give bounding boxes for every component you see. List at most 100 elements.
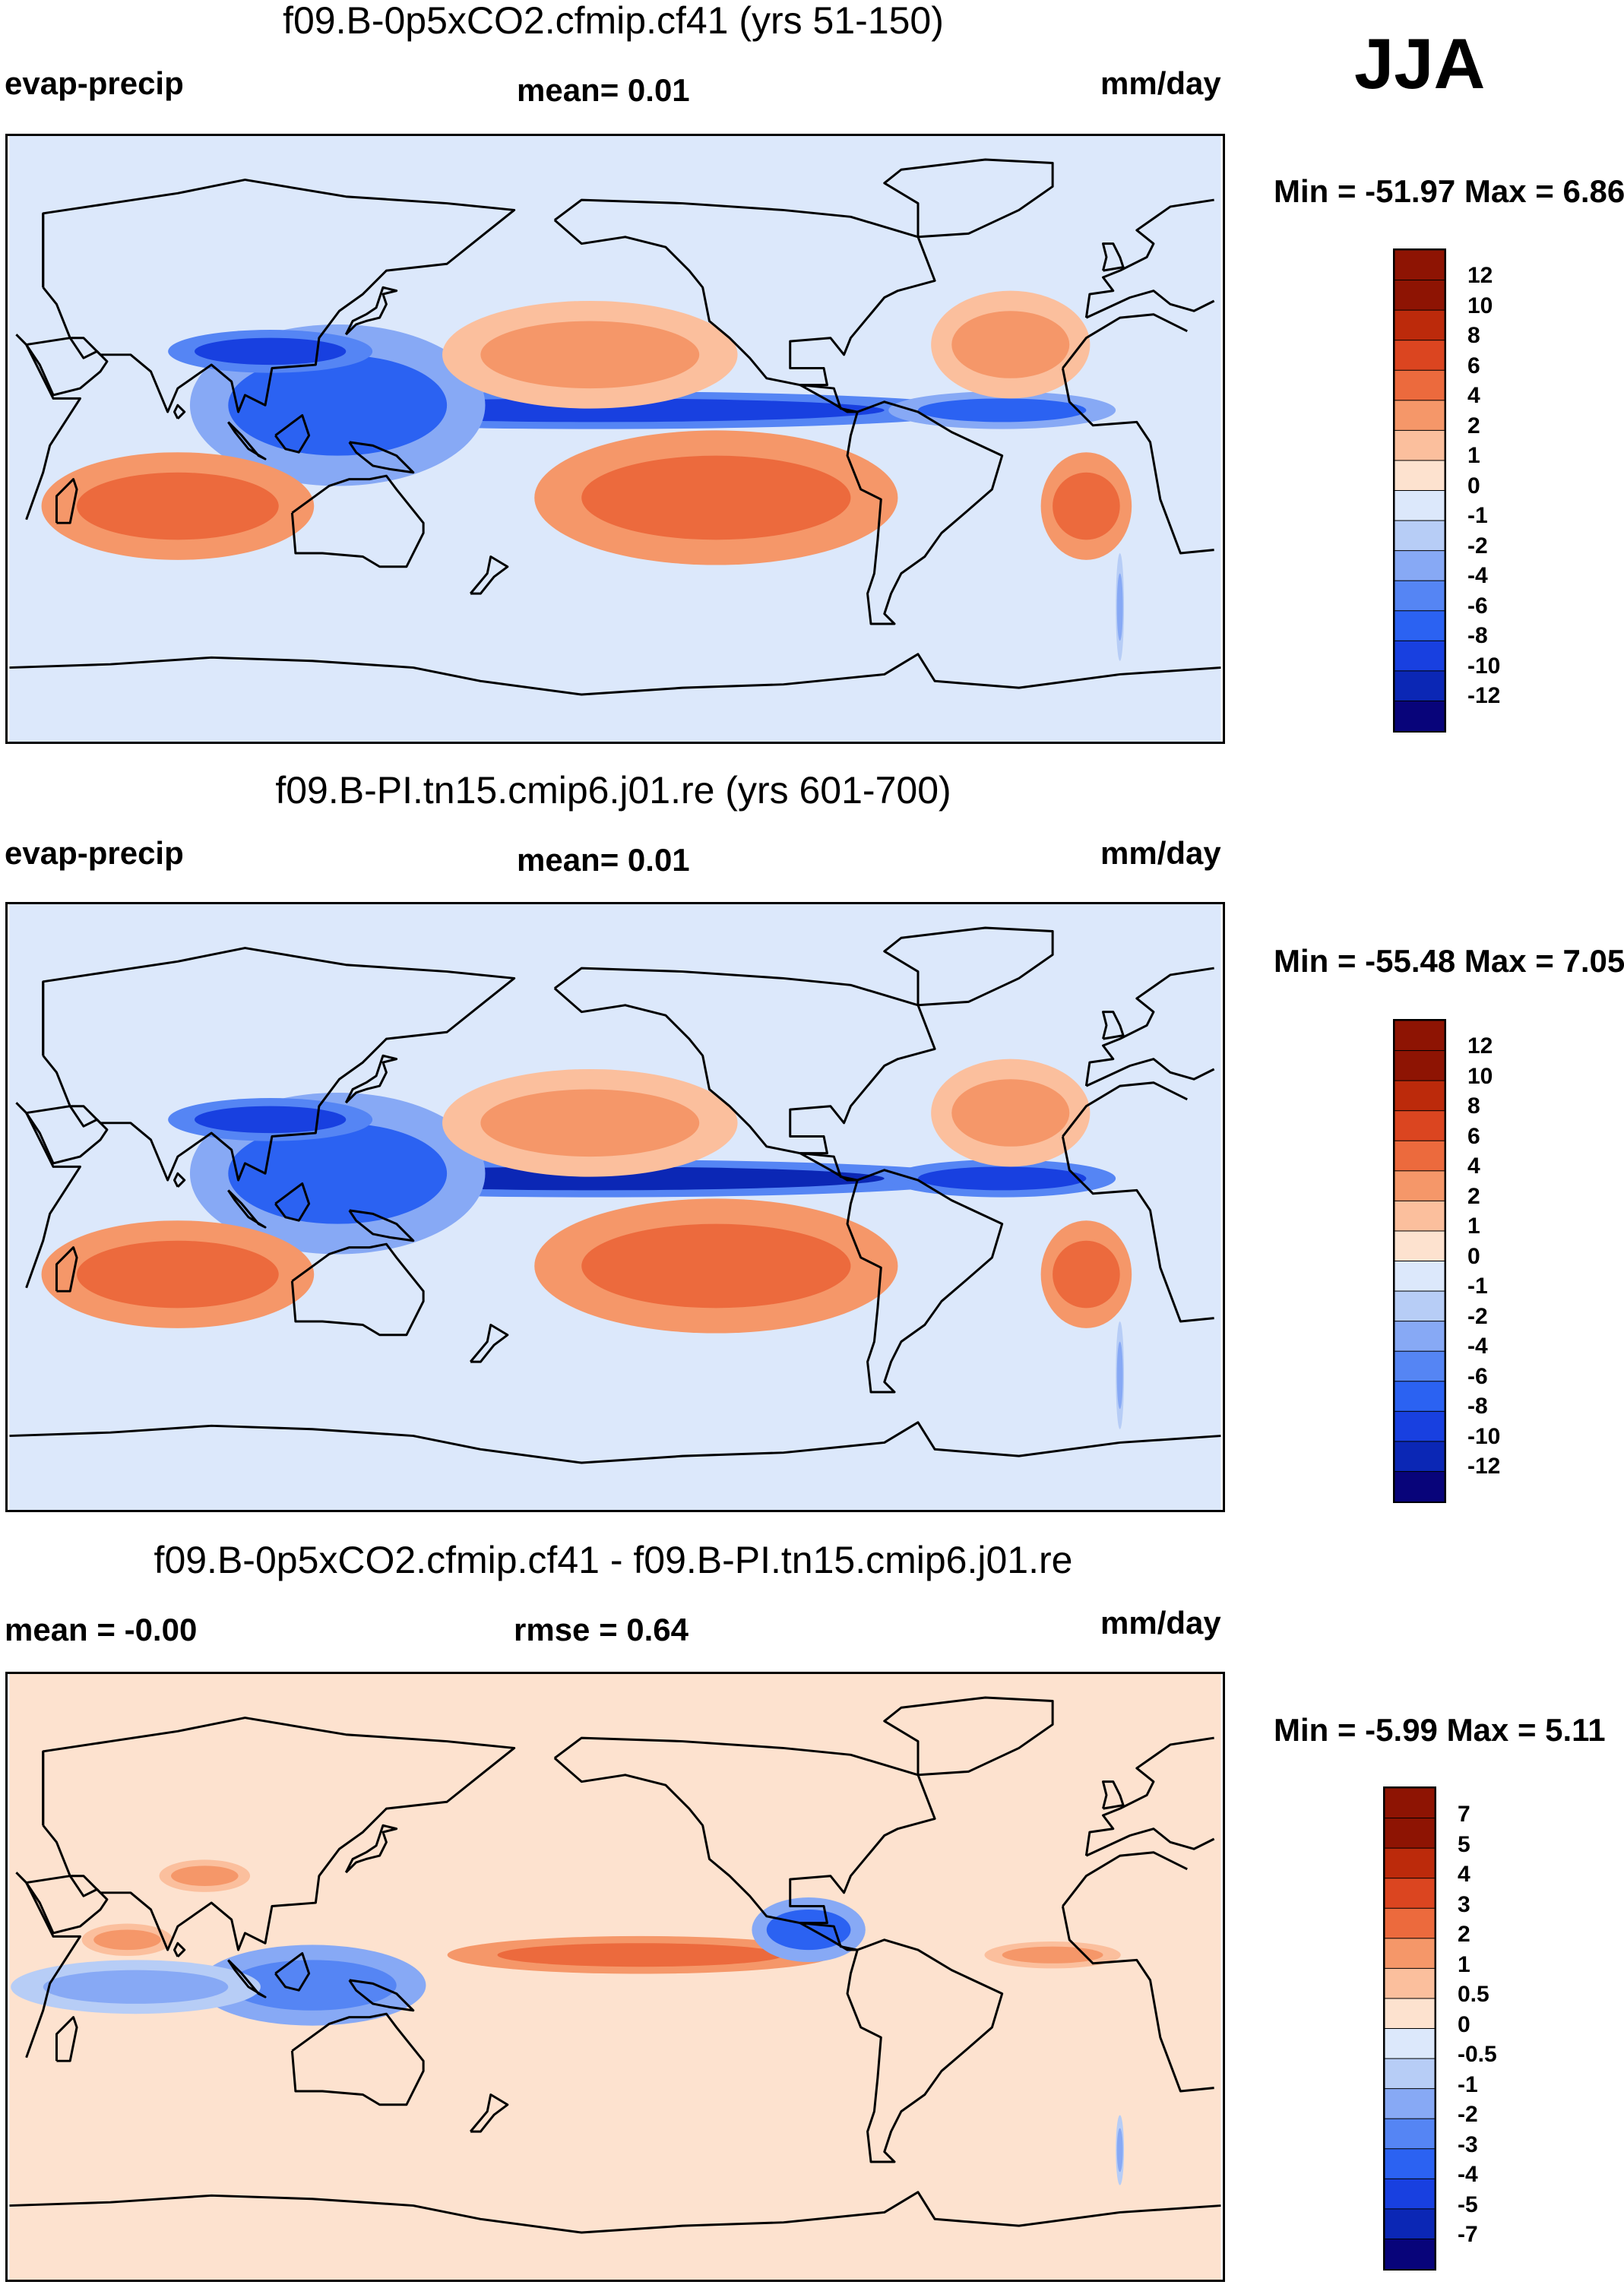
colorbar-box [1385, 1818, 1435, 1850]
coastline-sumatra [227, 1189, 267, 1229]
colorbar-box [1385, 1788, 1435, 1819]
coastline-europe [1084, 1736, 1214, 1856]
coastline-africa [1062, 1081, 1188, 1138]
coastline-madagascar [55, 478, 78, 524]
colorbar-tick-label: 12 [1467, 1033, 1493, 1059]
coastline-antarctica [9, 2191, 1221, 2234]
coastline-india-sri [173, 1941, 186, 1957]
panel-2-title: f09.B-PI.tn15.cmip6.j01.re (yrs 601-700) [275, 769, 951, 812]
colorbar-box [1394, 460, 1445, 492]
colorbar-tick-label: -12 [1467, 1454, 1501, 1479]
colorbar-tick-label: -2 [1467, 533, 1488, 559]
colorbar-box [1394, 280, 1445, 312]
colorbar-tick-label: -10 [1467, 653, 1501, 679]
coastline-australia [290, 474, 425, 568]
ocean-background [9, 136, 1221, 742]
colorbar-box [1394, 1230, 1445, 1262]
colorbar-box [1394, 700, 1445, 731]
colorbar-tick-label: -4 [1458, 2162, 1478, 2187]
coastline-borneo [274, 1952, 311, 1992]
coastline-australia [290, 2012, 425, 2106]
field-himalaya-positive [171, 1866, 239, 1886]
colorbar-tick-label: 2 [1467, 413, 1480, 438]
colorbar-box [1385, 2118, 1435, 2150]
coastline-new-zealand [469, 1324, 509, 1363]
colorbar-tick-label: 12 [1467, 263, 1493, 288]
coastline-africa [1061, 1136, 1214, 1323]
coastline-borneo [274, 1182, 311, 1222]
colorbar-tick-label: -6 [1467, 1363, 1488, 1389]
colorbar-tick-label: -6 [1467, 593, 1488, 619]
coastline-new-zealand [469, 2093, 509, 2133]
colorbar-tick-label: -12 [1467, 683, 1501, 708]
colorbar-box [1394, 400, 1445, 432]
colorbar-box [1394, 429, 1445, 461]
colorbar-box [1385, 2238, 1435, 2269]
colorbar-box [1385, 2148, 1435, 2180]
field-south-indian-subtropics [77, 472, 279, 540]
coastline-uk [1101, 242, 1125, 272]
colorbar-box [1385, 1998, 1435, 2030]
colorbar-box [1394, 580, 1445, 612]
colorbar-tick-label: 6 [1467, 353, 1480, 378]
field-southern-ocean-storm-track [1116, 573, 1123, 641]
coastline-uk [1101, 1780, 1125, 1810]
colorbar-tick-label: -2 [1467, 1303, 1488, 1329]
colorbar-tick-label: 8 [1467, 1093, 1480, 1119]
colorbar-box [1394, 1140, 1445, 1172]
panel-3-colorbar [1383, 1786, 1436, 2271]
colorbar-box [1385, 1907, 1435, 1939]
coastline-uk [1101, 1011, 1125, 1040]
colorbar-tick-label: -5 [1458, 2191, 1478, 2217]
colorbar-tick-label: 7 [1458, 1802, 1470, 1827]
colorbar-box [1385, 2088, 1435, 2120]
coastline-south-america [846, 400, 1004, 625]
coastline-sumatra [227, 1959, 267, 1998]
colorbar-box [1394, 250, 1445, 281]
colorbar-box [1385, 2178, 1435, 2210]
field-arabian-sea-positive [93, 1929, 161, 1951]
coastline-india-sri [173, 1172, 186, 1188]
colorbar-box [1394, 520, 1445, 552]
colorbar-tick-label: 1 [1458, 1951, 1470, 1977]
colorbar-box [1385, 2028, 1435, 2060]
colorbar-tick-label: -10 [1467, 1423, 1501, 1449]
colorbar-box [1394, 1470, 1445, 1502]
colorbar-box [1394, 1290, 1445, 1322]
colorbar-box [1394, 1381, 1445, 1413]
panel-1-title: f09.B-0p5xCO2.cfmip.cf41 (yrs 51-150) [283, 0, 944, 42]
panel-1-map [5, 134, 1225, 744]
colorbar-box [1394, 490, 1445, 522]
colorbar-box [1394, 1350, 1445, 1382]
coastline-antarctica [9, 1421, 1221, 1464]
coastline-africa [1061, 368, 1214, 555]
coastline-madagascar [55, 1246, 78, 1293]
coastline-greenland [883, 158, 1054, 239]
colorbar-tick-label: 0 [1458, 2011, 1470, 2037]
colorbar-tick-label: -2 [1458, 2102, 1478, 2127]
coastline-africa [15, 334, 81, 521]
coastline-south-america [846, 1938, 1004, 2163]
colorbar-box [1394, 340, 1445, 372]
field-central-pacific-itcz-positive [497, 1943, 784, 1967]
colorbar-box [1385, 1938, 1435, 1970]
colorbar-tick-label: -3 [1458, 2131, 1478, 2157]
panel-3-units-label: mm/day [1100, 1605, 1221, 1641]
coastline-arabia [25, 337, 109, 397]
colorbar-tick-label: 2 [1458, 1922, 1470, 1947]
colorbar-tick-label: 2 [1467, 1183, 1480, 1209]
panel-2-mean-label: mean= 0.01 [517, 842, 690, 878]
colorbar-tick-label: 0.5 [1458, 1982, 1489, 2007]
colorbar-box [1394, 1080, 1445, 1112]
coastline-south-america [846, 1169, 1004, 1394]
coastline-arabia [25, 1875, 109, 1935]
colorbar-tick-label: 4 [1467, 1153, 1480, 1179]
coastline-borneo [274, 414, 311, 454]
colorbar-box [1394, 309, 1445, 341]
colorbar-tick-label: 5 [1458, 1831, 1470, 1857]
coastline-new-guinea [348, 1209, 415, 1242]
field-south-indian-subtropics [77, 1240, 279, 1309]
colorbar-box [1394, 1261, 1445, 1293]
colorbar-box [1394, 1021, 1445, 1052]
field-tropical-atlantic-positive [1002, 1946, 1103, 1964]
